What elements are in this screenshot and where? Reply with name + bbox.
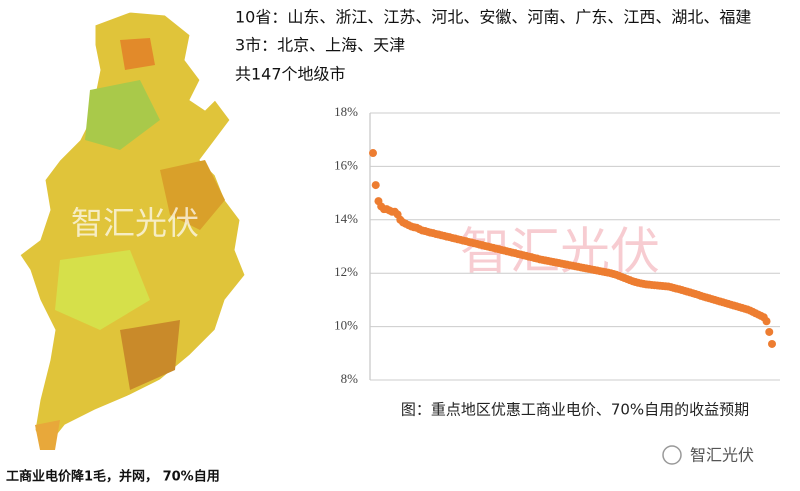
- point: [762, 317, 771, 326]
- chart-caption: 图：重点地区优惠工商业电价、70%自用的收益预期: [401, 401, 749, 419]
- header-line: 3市：北京、上海、天津: [235, 36, 405, 55]
- y-tick-label: 12%: [334, 264, 358, 279]
- point: [768, 339, 776, 348]
- y-tick-label: 8%: [341, 371, 359, 386]
- map-caption: 工商业电价降1毛，并网， 70%自用: [6, 469, 220, 485]
- map-region: [55, 250, 150, 330]
- map-region: [120, 38, 155, 70]
- chart: 智汇光伏 图：重点地区优惠工商业电价、70%自用的收益预期 8% 10% 12% 14…: [334, 104, 780, 419]
- y-tick-label: 18%: [334, 104, 358, 119]
- map: 智汇光伏 工商业电价降1毛，并网， 70%自用: [6, 11, 246, 485]
- point: [765, 327, 774, 336]
- watermark: 智汇光伏: [71, 204, 199, 242]
- map-region: [19, 11, 246, 451]
- y-tick-label: 14%: [334, 211, 358, 226]
- logo-icon: [662, 445, 682, 465]
- map-region: [85, 80, 160, 150]
- y-tick-label: 16%: [334, 157, 358, 172]
- point: [371, 181, 380, 190]
- map-region: [120, 320, 180, 390]
- map-region: [160, 160, 225, 230]
- point: [369, 149, 377, 158]
- header-line: 10省：山东、浙江、江苏、河北、安徽、河南、广东、江西、湖北、福建: [235, 8, 751, 27]
- logo: 智汇光伏: [690, 446, 754, 465]
- y-tick-label: 10%: [334, 318, 358, 333]
- header-line: 共147个地级市: [235, 65, 346, 84]
- watermark: 智汇光伏: [460, 223, 660, 281]
- map-region: [35, 420, 60, 450]
